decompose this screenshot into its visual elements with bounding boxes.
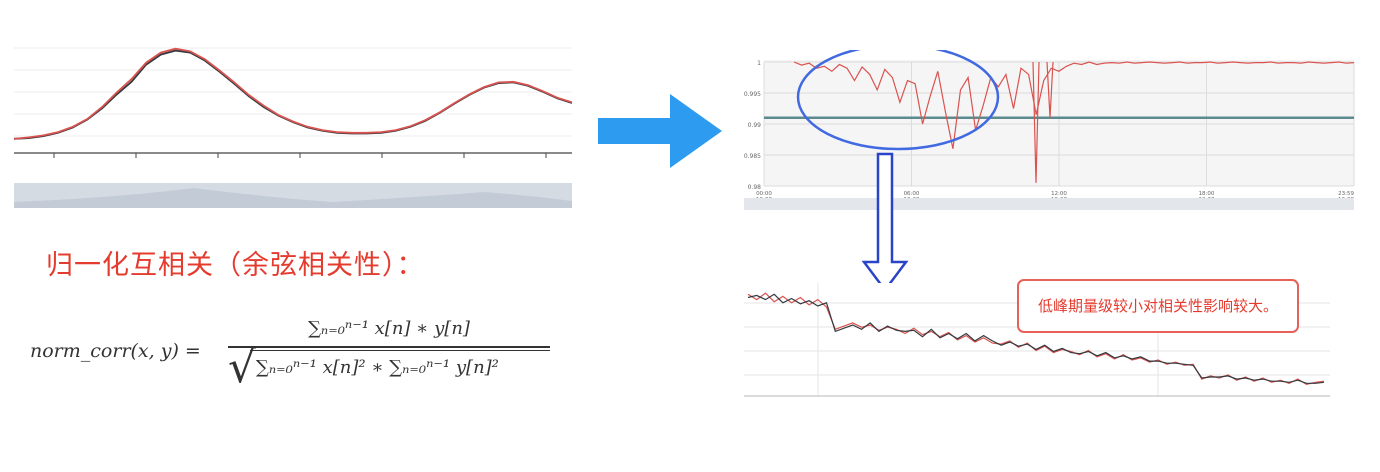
chart2-y-tick-labels: 1 0.995 0.99 0.985 0.98 — [744, 60, 761, 191]
right-arrow-icon — [598, 94, 722, 168]
chart3-series-dark — [747, 293, 1325, 384]
chart2-y-tick-label: 1 — [757, 60, 761, 67]
chart2-x-tick-time: 06:00 — [904, 191, 920, 197]
chart2-series-spike — [1032, 61, 1040, 183]
highlight-ellipse — [796, 50, 1000, 151]
chart2-series-spike — [1046, 61, 1054, 118]
chart2-y-tick-label: 0.995 — [744, 91, 761, 98]
formula-numerator: ∑ₙ₌₀ⁿ⁻¹ x[n] ∗ y[n] — [308, 318, 470, 339]
chart2-y-tick-label: 0.98 — [748, 184, 762, 191]
chart2-x-tick-time: 12:00 — [1051, 191, 1067, 197]
chart3-series-red — [747, 292, 1325, 386]
chart2-x-tick-time: 00:00 — [756, 191, 772, 197]
norm-corr-formula: norm_corr(x, y) = ∑ₙ₌₀ⁿ⁻¹ x[n] ∗ y[n] √ … — [30, 312, 560, 412]
fraction-bar — [228, 346, 550, 348]
chart-top-left — [14, 36, 572, 208]
chart1-gridlines — [14, 47, 572, 137]
chart2-series-red — [793, 61, 1355, 149]
chart2-x-tick-time: 18:00 — [1199, 191, 1215, 197]
chart2-x-tick-time: 23:59 — [1338, 191, 1354, 197]
down-arrow-icon — [862, 152, 909, 292]
chart2-y-tick-label: 0.99 — [748, 122, 762, 129]
sqrt-bar — [250, 349, 550, 351]
formula-fraction: ∑ₙ₌₀ⁿ⁻¹ x[n] ∗ y[n] √ ∑ₙ₌₀ⁿ⁻¹ x[n]² ∗ ∑ₙ… — [228, 312, 550, 393]
chart2-navigator — [744, 198, 1354, 210]
formula-denominator: ∑ₙ₌₀ⁿ⁻¹ x[n]² ∗ ∑ₙ₌₀ⁿ⁻¹ y[n]² — [256, 356, 499, 378]
section-heading: 归一化互相关（余弦相关性）： — [46, 250, 425, 281]
formula-lhs: norm_corr(x, y) = — [30, 340, 201, 362]
chart2-y-tick-label: 0.985 — [744, 153, 761, 160]
sqrt-symbol: √ — [228, 341, 257, 393]
annotation-box: 低峰期量级较小对相关性影响较大。 — [1017, 279, 1299, 333]
chart1-series-red — [14, 47, 572, 140]
chart1-x-ticks — [53, 153, 547, 158]
formula-denominator-wrap: √ ∑ₙ₌₀ⁿ⁻¹ x[n]² ∗ ∑ₙ₌₀ⁿ⁻¹ y[n]² — [228, 341, 550, 393]
chart1-navigator-series — [14, 188, 572, 208]
